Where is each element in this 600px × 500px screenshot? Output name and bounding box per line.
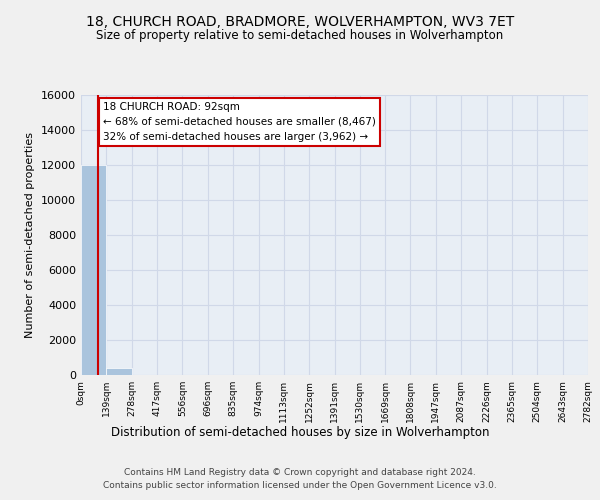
Text: Contains public sector information licensed under the Open Government Licence v3: Contains public sector information licen…	[103, 480, 497, 490]
Bar	[81, 165, 106, 375]
Text: 18 CHURCH ROAD: 92sqm
← 68% of semi-detached houses are smaller (8,467)
32% of s: 18 CHURCH ROAD: 92sqm ← 68% of semi-deta…	[103, 102, 376, 142]
Text: 18, CHURCH ROAD, BRADMORE, WOLVERHAMPTON, WV3 7ET: 18, CHURCH ROAD, BRADMORE, WOLVERHAMPTON…	[86, 16, 514, 30]
Text: Size of property relative to semi-detached houses in Wolverhampton: Size of property relative to semi-detach…	[97, 30, 503, 43]
Text: Contains HM Land Registry data © Crown copyright and database right 2024.: Contains HM Land Registry data © Crown c…	[124, 468, 476, 477]
Text: Distribution of semi-detached houses by size in Wolverhampton: Distribution of semi-detached houses by …	[111, 426, 489, 439]
Bar	[106, 368, 131, 375]
Y-axis label: Number of semi-detached properties: Number of semi-detached properties	[25, 132, 35, 338]
